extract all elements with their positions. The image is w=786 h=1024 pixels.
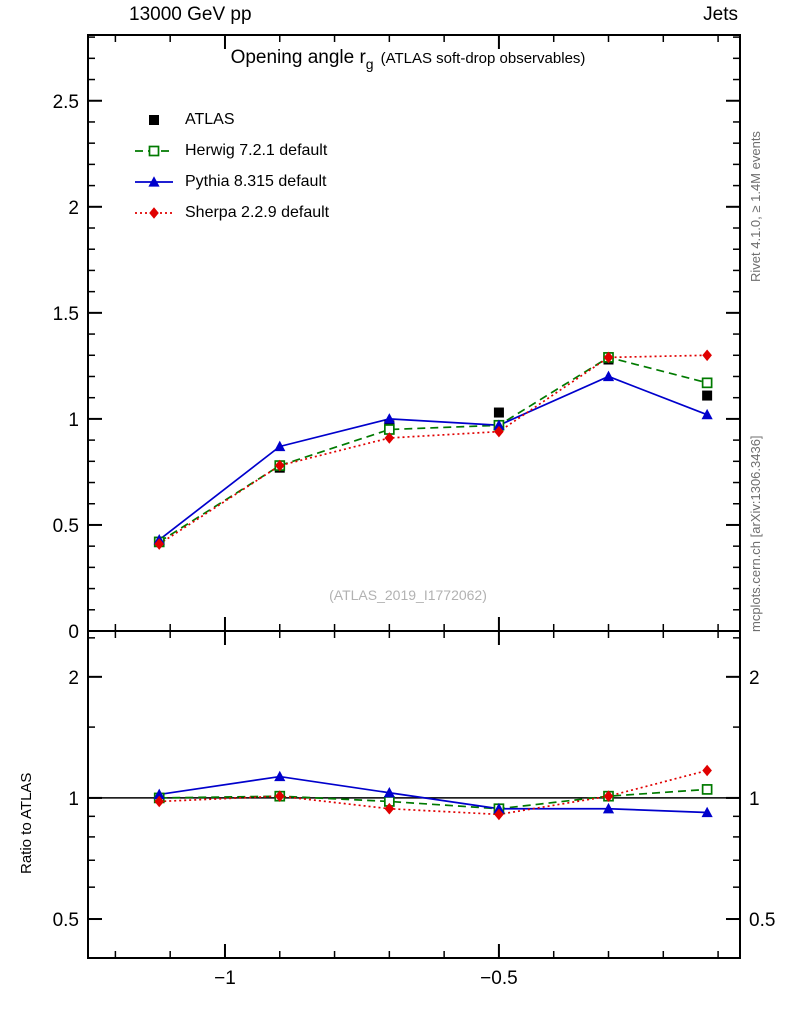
legend-label: Herwig 7.2.1 default xyxy=(185,141,328,159)
analysis-id-watermark: (ATLAS_2019_I1772062) xyxy=(329,587,487,603)
pythia-marker xyxy=(274,440,286,452)
plot-title-note: (ATLAS soft-drop observables) xyxy=(380,50,586,67)
atlas-marker-icon xyxy=(149,114,159,125)
sherpa-marker xyxy=(603,351,614,364)
series-sherpa-line xyxy=(158,354,708,545)
ratio-axis-label: Ratio to ATLAS xyxy=(18,772,35,874)
tick-label: 0.5 xyxy=(749,910,775,931)
axis-ticks xyxy=(88,35,740,959)
pythia-ratio-marker xyxy=(701,806,713,818)
legend-label: ATLAS xyxy=(185,110,235,128)
tick-label: 2 xyxy=(749,668,760,689)
legend-label: Pythia 8.315 default xyxy=(185,172,327,190)
tick-label: 1 xyxy=(68,789,79,810)
tick-label: 1 xyxy=(749,789,760,810)
pythia-ratio-marker xyxy=(383,786,395,798)
series-sherpa-markers xyxy=(154,349,712,550)
plot-title-main: Opening angle r xyxy=(230,47,366,68)
tick-label: 1.5 xyxy=(53,304,79,325)
legend-pythia-marker xyxy=(148,175,160,187)
series-pythia-markers xyxy=(153,370,713,545)
pythia-ratio-marker xyxy=(153,788,165,800)
tick-label: 2.5 xyxy=(53,92,79,113)
tick-label: 0.5 xyxy=(53,516,79,537)
pythia-marker-icon xyxy=(135,175,173,187)
legend-label: Sherpa 2.2.9 default xyxy=(185,203,330,221)
ratio-pythia-line xyxy=(159,775,708,814)
legend: ATLAS Herwig 7.2.1 default Pythia 8.315 … xyxy=(133,104,329,228)
sherpa-marker xyxy=(494,425,504,438)
sherpa-ratio-marker xyxy=(154,795,165,808)
legend-item-sherpa: Sherpa 2.2.9 default xyxy=(133,197,329,228)
tick-label: −1 xyxy=(214,968,236,989)
atlas-marker xyxy=(493,407,504,418)
legend-atlas-marker xyxy=(149,114,159,125)
ratio-pythia-markers xyxy=(153,770,713,818)
sherpa-marker-icon xyxy=(135,206,173,219)
series-herwig-markers xyxy=(153,352,713,548)
rivet-version-note: Rivet 4.1.0, ≥ 1.4M events xyxy=(748,131,763,282)
tick-label: 2 xyxy=(68,668,79,689)
ratio-sherpa-markers xyxy=(154,764,712,821)
tick-label: −0.5 xyxy=(480,968,518,989)
sherpa-ratio-marker xyxy=(274,790,285,802)
series-pythia-line xyxy=(158,375,708,541)
legend-item-pythia: Pythia 8.315 default xyxy=(133,166,329,197)
ratio-panel-frame xyxy=(87,630,741,959)
pythia-ratio-marker xyxy=(493,802,505,814)
sherpa-marker xyxy=(384,432,395,444)
tick-label: 1 xyxy=(68,410,79,431)
pythia-marker xyxy=(383,413,395,424)
mcplots-arxiv-note: mcplots.cern.ch [arXiv:1306.3436] xyxy=(748,435,763,632)
legend-herwig-marker xyxy=(148,145,160,156)
plot-title: Opening angle rg (ATLAS soft-drop observa… xyxy=(113,47,703,72)
sherpa-ratio-marker xyxy=(603,790,614,802)
sherpa-ratio-marker xyxy=(494,808,504,821)
pythia-marker xyxy=(493,419,505,430)
sherpa-ratio-marker xyxy=(384,802,395,815)
legend-item-atlas: ATLAS xyxy=(133,104,329,135)
main-panel-series xyxy=(153,349,713,550)
ratio-panel-series xyxy=(153,764,713,821)
legend-sherpa-marker xyxy=(149,206,159,219)
analysis-group-label: Jets xyxy=(703,4,738,25)
legend-item-herwig: Herwig 7.2.1 default xyxy=(133,135,329,166)
beam-energy-label: 13000 GeV pp xyxy=(129,4,252,25)
atlas-marker xyxy=(702,390,713,401)
tick-label: 2 xyxy=(68,198,79,219)
plot-title-subscript: g xyxy=(365,56,374,72)
sherpa-marker xyxy=(154,538,165,550)
herwig-marker xyxy=(701,377,713,389)
sherpa-marker xyxy=(274,459,285,472)
herwig-ratio-marker xyxy=(701,784,713,795)
axis-tick-labels: 0 0.5 1 1.5 2 2.5 0.5 0.5 1 1 2 2 −1 −0.5 xyxy=(53,92,776,989)
panel-frames xyxy=(87,34,741,959)
tick-label: 0.5 xyxy=(53,910,79,931)
sherpa-ratio-marker xyxy=(702,764,712,777)
herwig-marker-icon xyxy=(135,145,173,156)
tick-label: 0 xyxy=(68,622,79,643)
pythia-ratio-marker xyxy=(274,770,286,782)
pythia-ratio-marker xyxy=(602,802,615,814)
ratio-sherpa-line xyxy=(159,769,708,816)
sherpa-marker xyxy=(702,349,712,362)
series-herwig-line xyxy=(158,356,708,543)
pythia-marker xyxy=(602,370,615,382)
pythia-marker xyxy=(701,408,713,420)
